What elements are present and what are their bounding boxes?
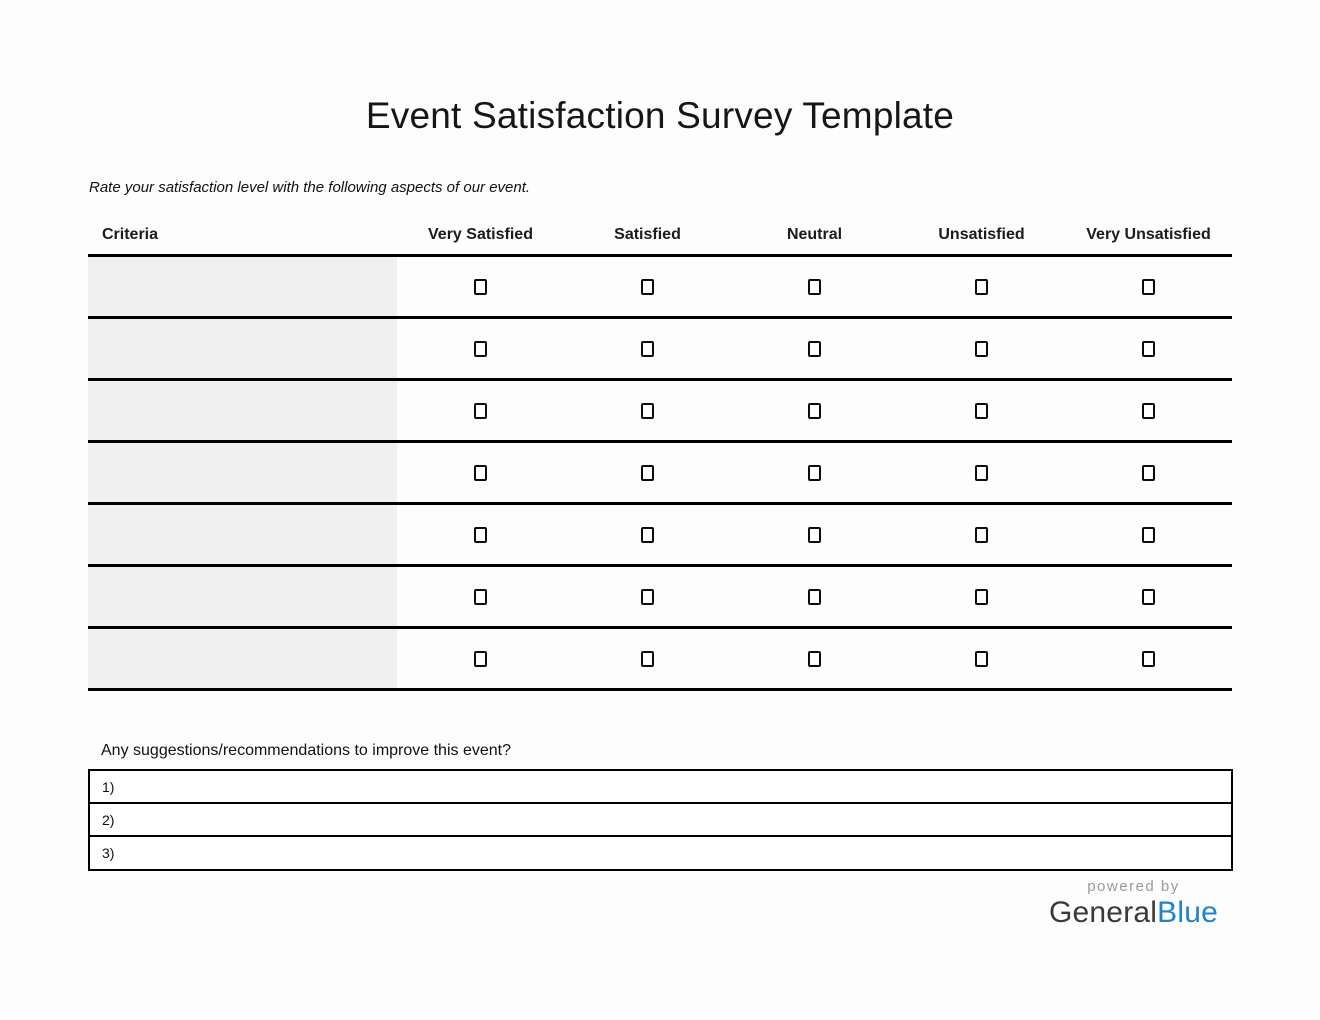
checkbox-unsatisfied[interactable] — [975, 340, 988, 357]
criteria-cell[interactable] — [88, 567, 397, 626]
table-header-row: Criteria Very Satisfied Satisfied Neutra… — [88, 215, 1232, 257]
suggestion-line-2[interactable]: 2) — [90, 804, 1231, 837]
checkbox-neutral[interactable] — [808, 278, 821, 295]
checkbox-satisfied[interactable] — [641, 650, 654, 667]
survey-row-3 — [88, 381, 1232, 443]
checkbox-very-satisfied[interactable] — [474, 278, 487, 295]
suggestions-question: Any suggestions/recommendations to impro… — [101, 742, 511, 759]
checkbox-neutral[interactable] — [808, 526, 821, 543]
survey-row-5 — [88, 505, 1232, 567]
criteria-cell[interactable] — [88, 505, 397, 564]
checkbox-neutral[interactable] — [808, 402, 821, 419]
checkbox-satisfied[interactable] — [641, 588, 654, 605]
brand-general-text: General — [1049, 896, 1158, 929]
suggestion-line-label: 3) — [102, 845, 115, 861]
checkbox-unsatisfied[interactable] — [975, 526, 988, 543]
survey-instruction: Rate your satisfaction level with the fo… — [89, 179, 531, 196]
checkbox-unsatisfied[interactable] — [975, 278, 988, 295]
checkbox-unsatisfied[interactable] — [975, 650, 988, 667]
checkbox-satisfied[interactable] — [641, 464, 654, 481]
checkbox-very-unsatisfied[interactable] — [1142, 278, 1155, 295]
survey-row-7 — [88, 629, 1232, 691]
page-title: Event Satisfaction Survey Template — [365, 95, 955, 136]
checkbox-very-satisfied[interactable] — [474, 526, 487, 543]
suggestion-line-3[interactable]: 3) — [90, 837, 1231, 869]
suggestion-line-1[interactable]: 1) — [90, 771, 1231, 804]
column-header-satisfied: Satisfied — [614, 225, 681, 243]
checkbox-very-satisfied[interactable] — [474, 650, 487, 667]
checkbox-neutral[interactable] — [808, 650, 821, 667]
checkbox-neutral[interactable] — [808, 464, 821, 481]
column-header-very-satisfied: Very Satisfied — [428, 225, 533, 243]
checkbox-satisfied[interactable] — [641, 278, 654, 295]
checkbox-satisfied[interactable] — [641, 340, 654, 357]
checkbox-very-satisfied[interactable] — [474, 402, 487, 419]
criteria-cell[interactable] — [88, 319, 397, 378]
checkbox-very-unsatisfied[interactable] — [1142, 650, 1155, 667]
survey-row-2 — [88, 319, 1232, 381]
checkbox-very-unsatisfied[interactable] — [1142, 588, 1155, 605]
checkbox-very-unsatisfied[interactable] — [1142, 526, 1155, 543]
checkbox-unsatisfied[interactable] — [975, 464, 988, 481]
checkbox-neutral[interactable] — [808, 588, 821, 605]
checkbox-neutral[interactable] — [808, 340, 821, 357]
brand-blue-text: Blue — [1157, 896, 1218, 929]
checkbox-satisfied[interactable] — [641, 526, 654, 543]
checkbox-unsatisfied[interactable] — [975, 402, 988, 419]
checkbox-very-unsatisfied[interactable] — [1142, 340, 1155, 357]
checkbox-very-unsatisfied[interactable] — [1142, 464, 1155, 481]
checkbox-very-unsatisfied[interactable] — [1142, 402, 1155, 419]
checkbox-unsatisfied[interactable] — [975, 588, 988, 605]
generalblue-logo: GeneralBlue — [1049, 896, 1218, 930]
powered-by-text: powered by — [1087, 878, 1180, 895]
criteria-cell[interactable] — [88, 443, 397, 502]
suggestion-line-label: 1) — [102, 778, 115, 795]
brand-footer: powered by GeneralBlue — [1049, 878, 1218, 930]
suggestions-box: 1) 2) 3) — [88, 769, 1233, 871]
checkbox-very-satisfied[interactable] — [474, 340, 487, 357]
survey-row-1 — [88, 257, 1232, 319]
survey-row-6 — [88, 567, 1232, 629]
column-header-neutral: Neutral — [786, 225, 843, 243]
suggestion-line-label: 2) — [102, 811, 115, 828]
column-header-very-unsatisfied: Very Unsatisfied — [1086, 225, 1211, 243]
criteria-cell[interactable] — [88, 257, 397, 316]
criteria-cell[interactable] — [88, 381, 397, 440]
survey-row-4 — [88, 443, 1232, 505]
satisfaction-table: Criteria Very Satisfied Satisfied Neutra… — [88, 215, 1232, 691]
checkbox-very-satisfied[interactable] — [474, 588, 487, 605]
column-header-unsatisfied: Unsatisfied — [938, 225, 1025, 243]
criteria-column-header: Criteria — [102, 225, 159, 243]
checkbox-satisfied[interactable] — [641, 402, 654, 419]
checkbox-very-satisfied[interactable] — [474, 464, 487, 481]
criteria-cell[interactable] — [88, 629, 397, 688]
